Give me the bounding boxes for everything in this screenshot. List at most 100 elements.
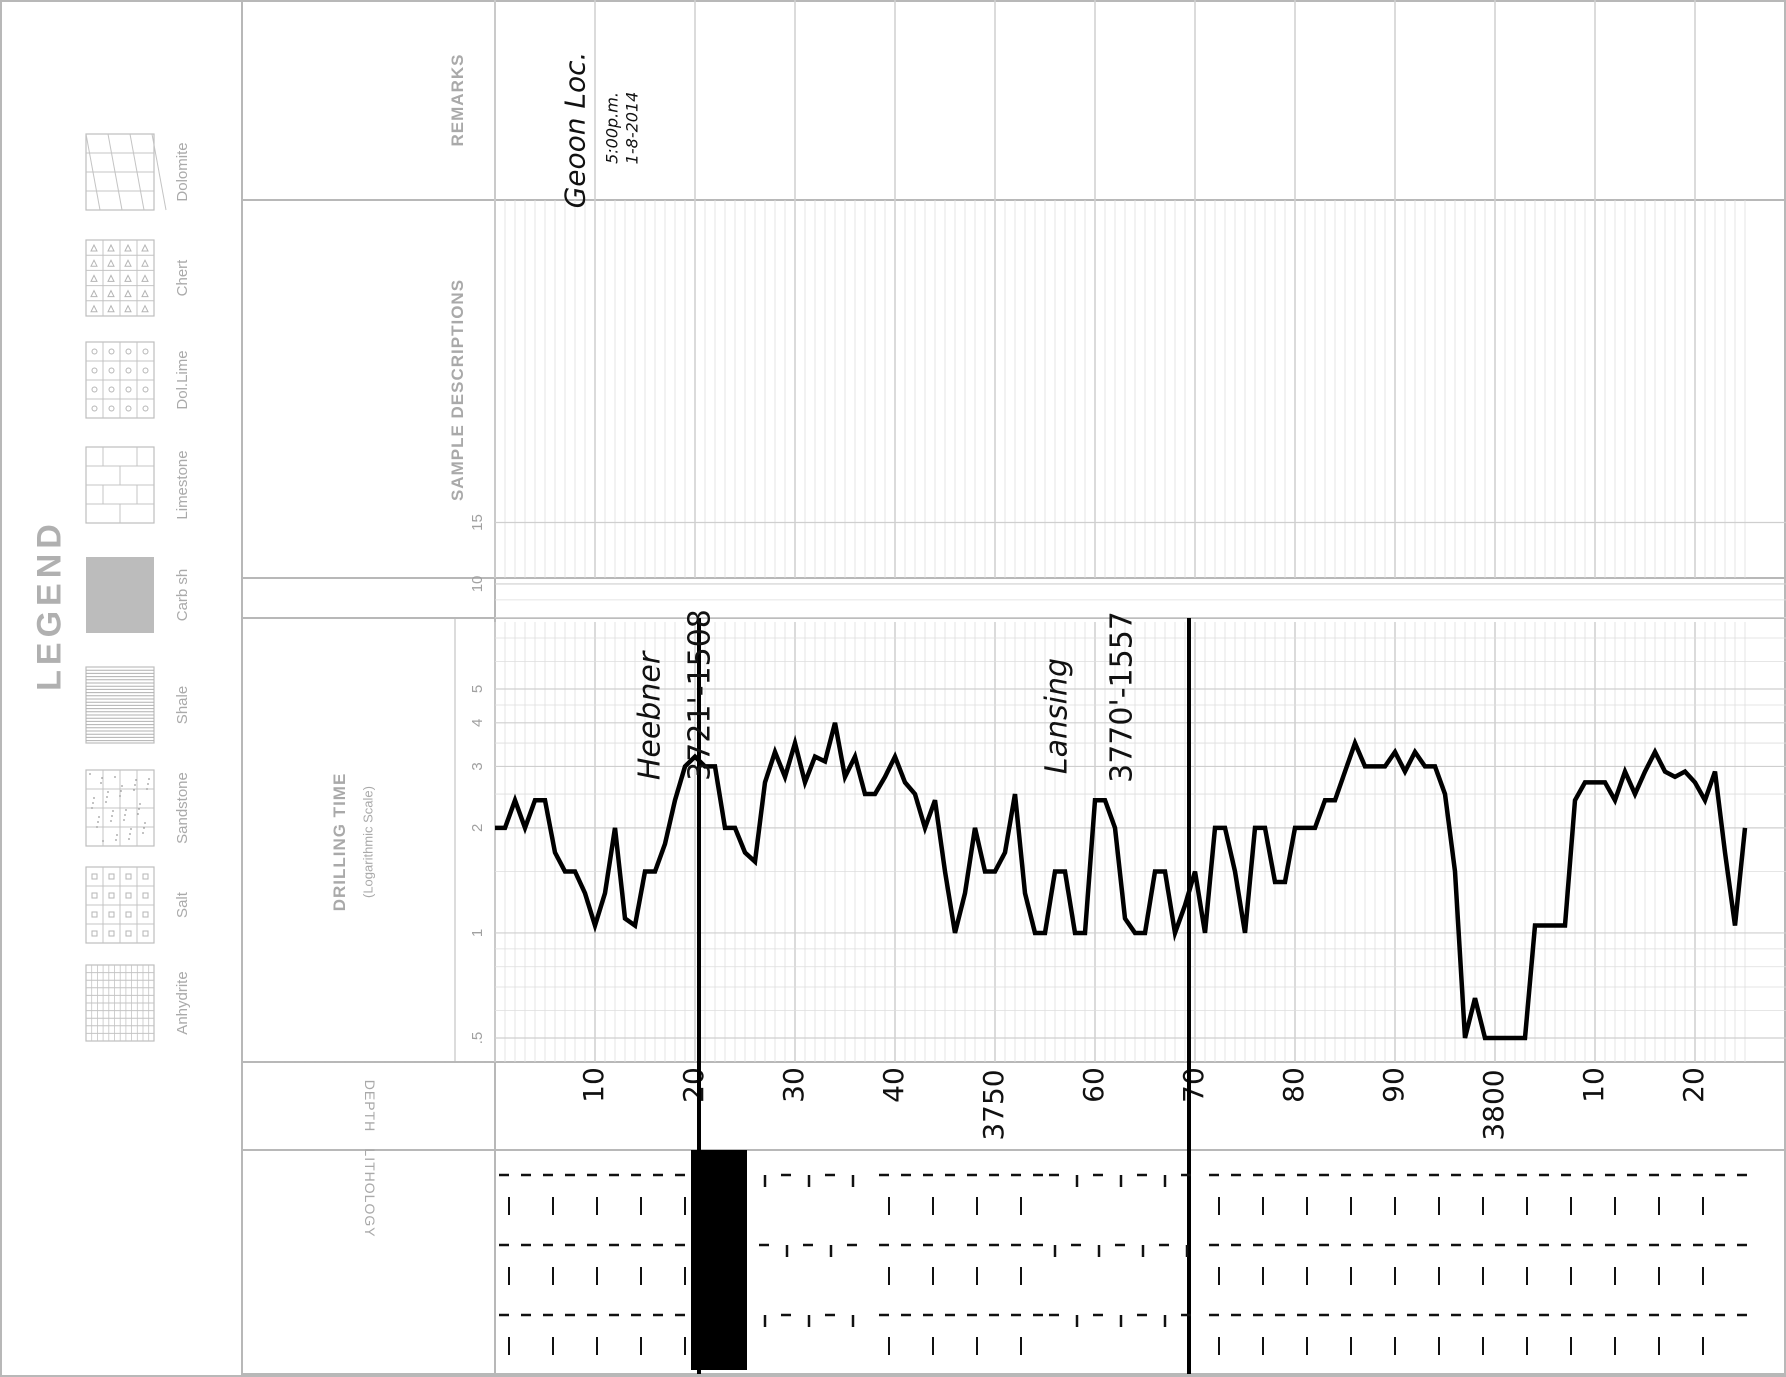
chert-triangle (90, 259, 98, 267)
legend-item-label: Carb sh (174, 569, 191, 622)
lithology-carb-shale (691, 1150, 747, 1370)
sand-dot (111, 815, 113, 817)
dol-circle (91, 386, 98, 393)
chert-triangle (141, 243, 149, 252)
anhydrite-pattern-icon (85, 964, 155, 1042)
salt-square (91, 873, 98, 880)
dol-lime-pattern-icon (85, 341, 155, 419)
dolomite-pattern-icon (85, 133, 167, 211)
chert-triangle (107, 274, 115, 282)
depth-tick-label: 60 (1077, 1067, 1110, 1103)
salt-square (91, 892, 98, 899)
sand-dot (101, 777, 103, 779)
chert-triangle (141, 259, 149, 267)
depth-tick-label: 70 (1177, 1067, 1210, 1103)
chert-triangle (124, 304, 132, 313)
lansing-top-name: Lansing (1039, 657, 1075, 775)
sand-dot (125, 809, 127, 811)
salt-square (142, 911, 149, 918)
legend-title: LEGEND (30, 519, 69, 691)
sand-dot (124, 814, 126, 816)
chert-triangle (124, 243, 132, 252)
sand-dot (137, 813, 139, 815)
dol-circle (125, 386, 132, 393)
y-tick-label: 15 (469, 514, 486, 531)
legend-item-label: Shale (174, 686, 191, 724)
dol-circle (108, 348, 115, 355)
legend-item-label: Salt (174, 891, 191, 918)
salt-square (142, 892, 149, 899)
salt-square (125, 873, 132, 880)
salt-square (91, 911, 98, 918)
carb-shale-pattern-icon (86, 557, 154, 633)
sand-dot (92, 802, 94, 804)
sand-dot (112, 810, 114, 812)
chert-triangle (107, 243, 115, 252)
chert-triangle (141, 289, 149, 298)
dolomite-diag (107, 133, 123, 211)
sand-dot (119, 795, 121, 797)
sand-dot (98, 816, 100, 818)
chert-triangle (124, 259, 132, 267)
sand-dot (116, 834, 118, 836)
dol-circle (142, 348, 149, 355)
drilling-time-line (495, 722, 1748, 1041)
dolomite-diag (85, 133, 101, 211)
depth-tick-label: 20 (1677, 1067, 1710, 1103)
depth-tick-label: 40 (877, 1067, 910, 1103)
salt-square (91, 930, 98, 937)
shale-pattern-icon (85, 666, 155, 744)
sand-dot (102, 840, 104, 842)
salt-square (125, 892, 132, 899)
chert-triangle (107, 259, 115, 267)
y-tick-label: .5 (469, 1032, 486, 1045)
sand-dot (115, 839, 117, 841)
chert-triangle (107, 289, 115, 298)
dol-circle (108, 367, 115, 374)
depth-tick-label: 3800 (1477, 1069, 1510, 1140)
depth-tick-label: 20 (677, 1067, 710, 1103)
sand-dot (96, 826, 98, 828)
sand-dot (93, 797, 95, 799)
chert-pattern-icon (85, 239, 155, 317)
chert-triangle (90, 274, 98, 282)
sample-descriptions-header: SAMPLE DESCRIPTIONS (448, 278, 467, 502)
sand-dot (142, 832, 144, 834)
drilling-time-header: DRILLING TIME (330, 772, 349, 912)
depth-tick-label: 30 (777, 1067, 810, 1103)
sand-dot (105, 801, 107, 803)
y-tick-label: 10 (469, 576, 486, 593)
sand-dot (89, 773, 91, 775)
y-tick-label: 3 (469, 762, 486, 770)
sand-dot (120, 790, 122, 792)
dol-circle (91, 367, 98, 374)
dol-circle (125, 405, 132, 412)
dol-circle (142, 405, 149, 412)
sand-dot (138, 808, 140, 810)
sandstone-pattern-icon (85, 769, 155, 847)
dol-circle (142, 386, 149, 393)
dolomite-diag (151, 133, 167, 211)
dol-circle (125, 348, 132, 355)
salt-square (142, 930, 149, 937)
sand-dot (130, 828, 132, 830)
salt-square (142, 873, 149, 880)
sand-dot (133, 789, 135, 791)
sand-dot (91, 807, 93, 809)
sand-dot (148, 778, 150, 780)
y-tick-label: 4 (469, 719, 486, 727)
sand-dot (139, 803, 141, 805)
depth-tick-label: 10 (1577, 1067, 1610, 1103)
sand-dot (146, 788, 148, 790)
chert-triangle (124, 289, 132, 298)
sand-dot (107, 791, 109, 793)
remarks-note-location: Geoon Loc. (558, 51, 592, 209)
y-tick-label: 1 (469, 929, 486, 937)
sand-dot (135, 779, 137, 781)
remarks-note-date: 1-8-2014 (622, 91, 642, 165)
sand-dot (121, 785, 123, 787)
carb-shale-swatch (86, 557, 154, 633)
sand-dot (110, 820, 112, 822)
salt-square (125, 911, 132, 918)
remarks-header: REMARKS (448, 53, 467, 147)
